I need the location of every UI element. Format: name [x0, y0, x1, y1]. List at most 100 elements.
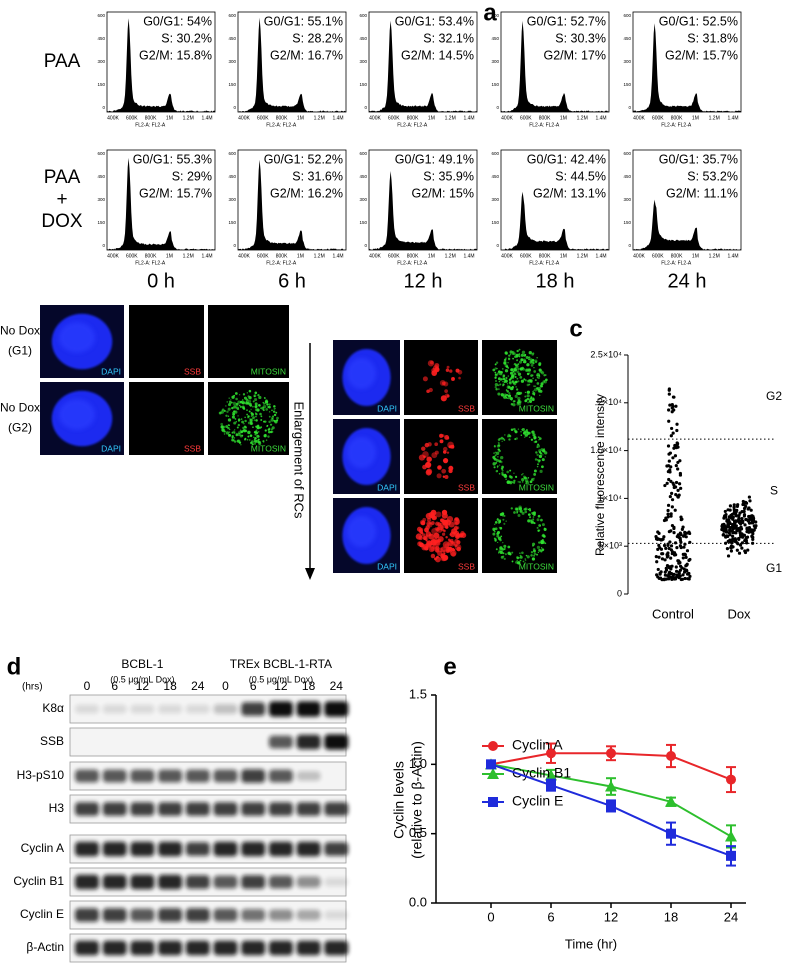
speckle [261, 406, 265, 410]
dot [726, 521, 730, 525]
speckle [526, 363, 530, 367]
speckle [520, 379, 525, 383]
speckle [424, 527, 429, 533]
speckle [529, 513, 531, 516]
speckle [422, 376, 428, 382]
y-tick-label: 1×10⁴ [598, 493, 622, 503]
arrow-head [305, 568, 315, 580]
speckle [263, 441, 265, 443]
dot [732, 508, 736, 512]
speckle [538, 454, 543, 459]
speckle [494, 386, 497, 389]
speckle [516, 391, 521, 396]
speckle [502, 552, 505, 555]
y-tick-label: 150 [228, 82, 236, 87]
speckle [516, 556, 519, 559]
x-tick-label: 1.4M [463, 253, 474, 259]
x-tick-label: 1M [297, 115, 304, 121]
band [158, 802, 183, 816]
speckle [500, 436, 504, 440]
dot [679, 486, 683, 490]
speckle [536, 453, 539, 457]
speckle [538, 390, 541, 393]
dot [666, 444, 671, 448]
dot [749, 508, 753, 512]
dot [676, 445, 680, 449]
speckle [431, 368, 437, 373]
y-tick-label: 0 [233, 243, 236, 248]
speckle [426, 456, 432, 462]
speckle [257, 440, 261, 444]
dot [681, 556, 685, 560]
x-tick-label: 1.2M [445, 115, 456, 121]
dot [670, 410, 674, 414]
speckle [520, 473, 523, 476]
phase-percentage: G0/G1: 55.1% [264, 14, 343, 28]
dot [746, 548, 750, 552]
speckle [521, 350, 526, 355]
speckle [448, 445, 452, 449]
speckle [539, 389, 543, 393]
speckle [494, 523, 496, 525]
speckle [449, 369, 453, 373]
speckle [228, 431, 231, 433]
band [75, 940, 99, 956]
speckle [503, 548, 506, 551]
dot [688, 574, 692, 578]
speckle [534, 360, 538, 364]
dot [672, 531, 676, 535]
speckle [515, 386, 517, 388]
blot-row-label: H3-pS10 [17, 768, 65, 782]
x-tick-label: 400K [633, 115, 645, 121]
speckle [511, 380, 514, 382]
histogram-shape [501, 191, 609, 250]
speckle [510, 399, 513, 401]
speckle [507, 397, 510, 400]
speckle [505, 357, 507, 359]
phase-percentage: G0/G1: 52.2% [264, 152, 343, 166]
speckle [544, 374, 547, 376]
x-tick-label: 1.4M [201, 253, 212, 259]
dot [674, 404, 678, 408]
nucleus-shade [347, 357, 376, 390]
speckle [519, 555, 523, 559]
speckle [248, 389, 252, 393]
x-tick-label: 1.2M [577, 115, 588, 121]
speckle [504, 547, 506, 549]
speckle [524, 510, 528, 514]
speckle [494, 382, 499, 387]
x-tick-label: 12 [604, 909, 618, 924]
dot [664, 546, 668, 551]
dot [732, 503, 736, 507]
speckle [517, 396, 521, 401]
dot [748, 499, 752, 503]
speckle [254, 391, 258, 395]
speckle [492, 529, 495, 532]
y-tick-label: 600 [359, 151, 367, 156]
dot [670, 426, 674, 431]
dot [669, 544, 674, 548]
speckle [269, 423, 273, 426]
speckle [268, 430, 271, 434]
micrograph: SSB [404, 498, 478, 573]
speckle [532, 518, 535, 521]
y-tick-label: 150 [359, 220, 367, 225]
speckle [518, 348, 521, 351]
dot [723, 514, 727, 518]
speckle [516, 349, 519, 353]
speckle [434, 527, 439, 531]
band [296, 771, 321, 781]
dot [723, 509, 727, 514]
speckle [231, 406, 234, 410]
x-tick-label: 400K [633, 253, 645, 259]
speckle [241, 401, 245, 405]
x-tick-label: 24 [724, 909, 738, 924]
dot [683, 542, 687, 546]
speckle [531, 353, 534, 356]
speckle [493, 530, 496, 533]
dot [667, 530, 671, 534]
phase-percentage: G0/G1: 52.5% [659, 14, 738, 28]
x-tick-label: 800K [407, 253, 419, 259]
dot [674, 485, 678, 489]
x-axis-label: FL2-A: FL2-A [661, 260, 692, 266]
